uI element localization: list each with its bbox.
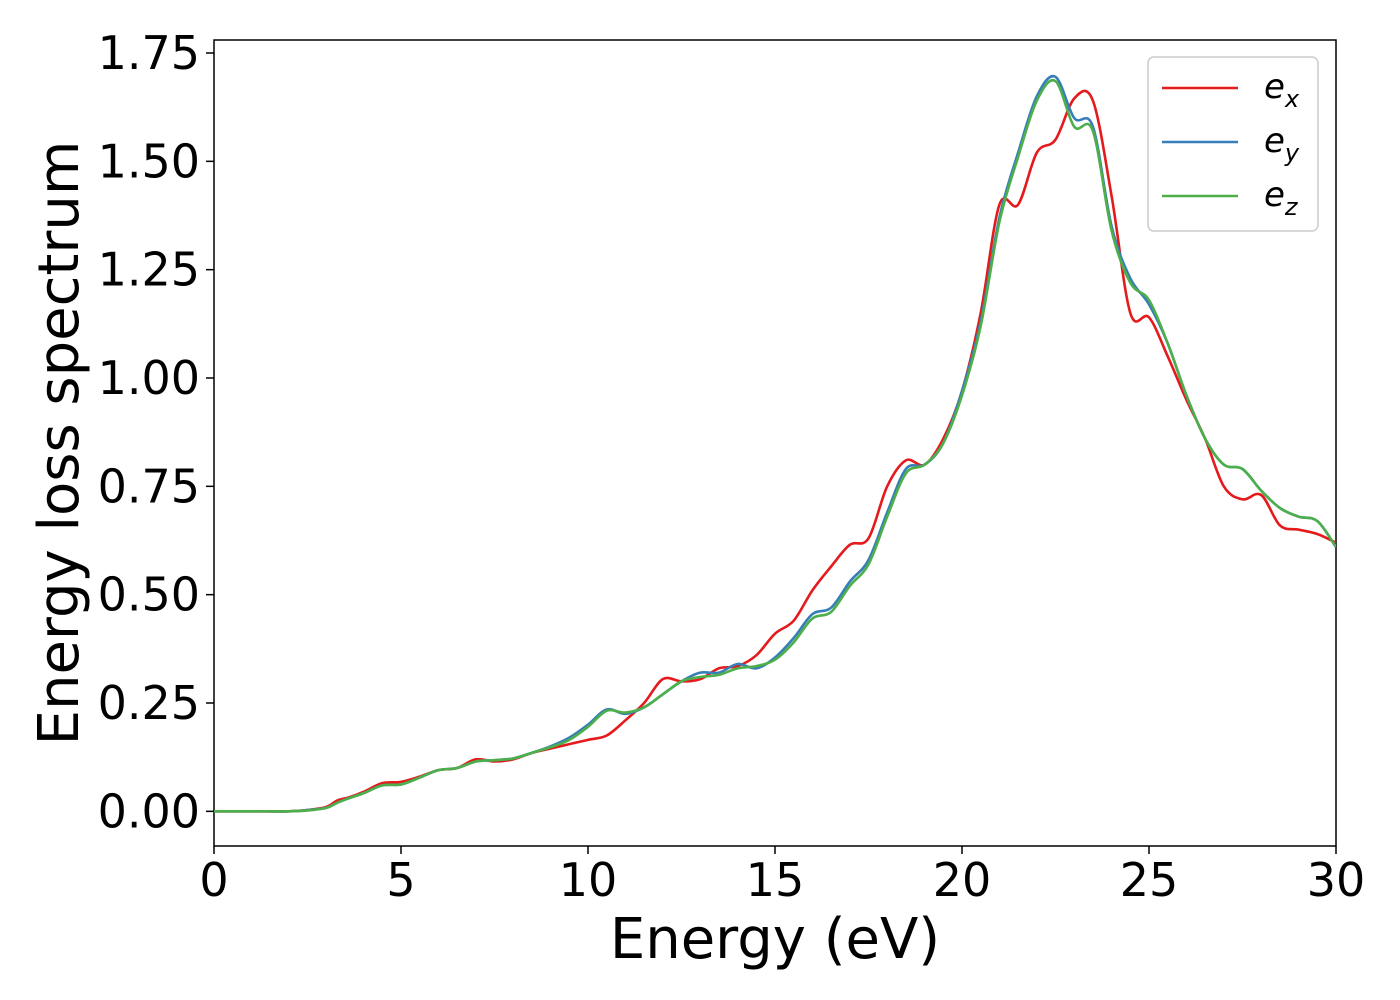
y-axis-label: Energy loss spectrum <box>27 141 92 746</box>
legend-item-z: ez <box>1162 175 1299 221</box>
legend-item-y: ey <box>1162 121 1300 167</box>
x-tick-label: 15 <box>746 853 805 907</box>
y-tick-label: 0.50 <box>98 568 200 622</box>
legend-label: ez <box>1264 175 1299 221</box>
series-layer <box>214 74 1336 813</box>
y-tick-label: 1.50 <box>98 134 200 188</box>
y-tick-label: 0.25 <box>98 676 200 730</box>
x-axis-label: Energy (eV) <box>610 907 940 972</box>
y-tick-label: 1.25 <box>98 243 200 297</box>
y-tick-label: 0.00 <box>98 784 200 838</box>
x-axis: 0 5 10 15 20 25 30 <box>199 846 1365 907</box>
legend-label: ex <box>1264 67 1300 113</box>
y-tick-label: 0.75 <box>98 459 200 513</box>
x-tick-label: 0 <box>199 853 228 907</box>
x-tick-label: 20 <box>933 853 992 907</box>
y-tick-label: 1.75 <box>98 26 200 80</box>
series-line-z <box>214 78 1336 813</box>
legend-box <box>1147 56 1319 232</box>
y-axis: 0.00 0.25 0.50 0.75 1.00 1.25 1.50 1.75 <box>98 26 214 838</box>
x-tick-label: 30 <box>1307 853 1366 907</box>
legend: ex ey ez <box>1147 56 1319 232</box>
x-tick-label: 25 <box>1120 853 1179 907</box>
legend-label: ey <box>1264 121 1300 167</box>
legend-item-x: ex <box>1162 67 1300 113</box>
x-tick-label: 5 <box>386 853 415 907</box>
y-tick-label: 1.00 <box>98 351 200 405</box>
x-tick-label: 10 <box>559 853 618 907</box>
